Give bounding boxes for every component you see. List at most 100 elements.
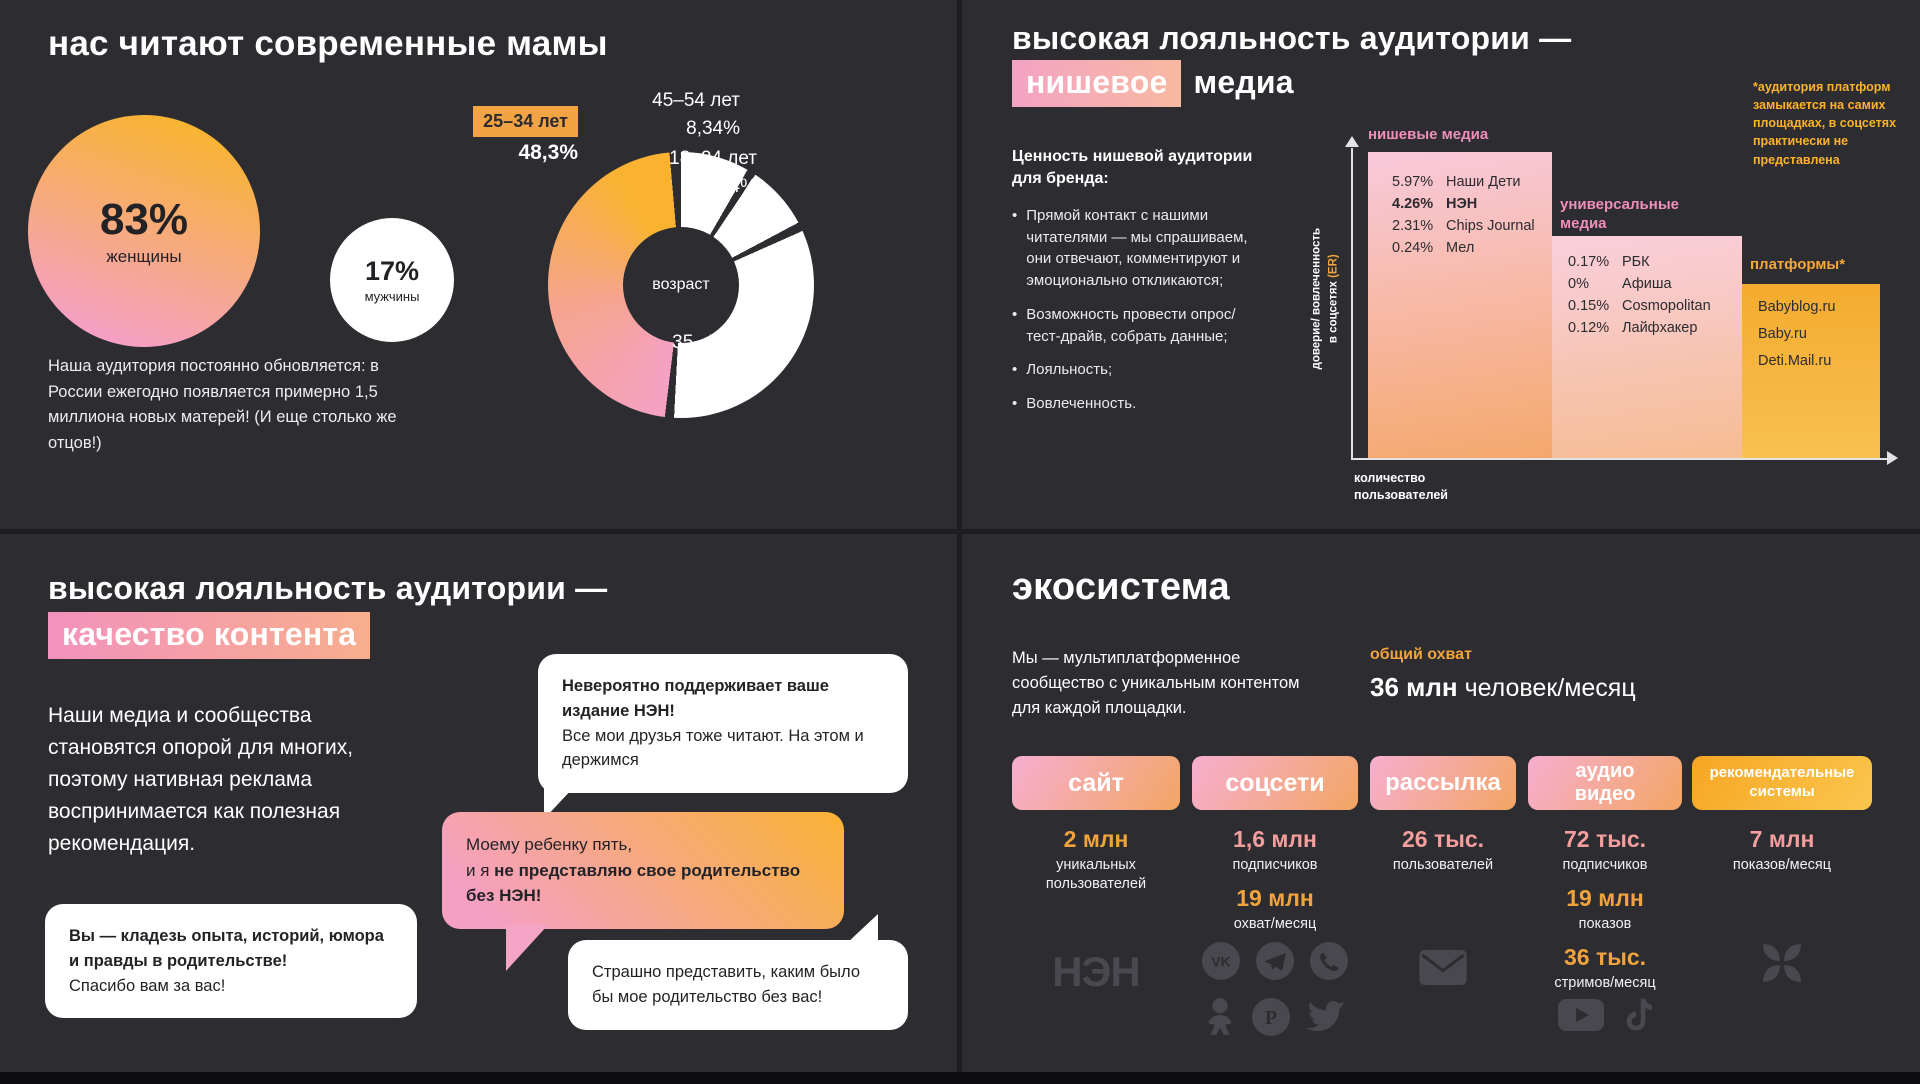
er-value: 0.12%: [1568, 320, 1610, 336]
platform-name: Deti.Mail.ru: [1758, 353, 1832, 369]
age-donut-chart: возраст: [548, 152, 814, 418]
ecosystem-title: экосистема: [1012, 566, 1230, 608]
bar-universal-media: 0.17% РБК 0% Афиша 0.15% Cosmopolitan 0.12%…: [1552, 236, 1742, 458]
er-value: 4.26%: [1392, 196, 1434, 212]
total-reach-block: общий охват 36 млн человек/месяц: [1370, 646, 1636, 703]
testimonial-bold: Невероятно поддерживает ваше издание НЭН…: [562, 677, 829, 720]
pinterest-icon: P: [1252, 998, 1290, 1041]
reach-value-line: 36 млн человек/месяц: [1370, 672, 1636, 703]
odnoklassniki-icon: [1204, 996, 1236, 1043]
donut-center-label: возраст: [652, 276, 710, 293]
testimonial-bubble-3: Вы — кладезь опыта, историй, юмора и пра…: [45, 904, 417, 1019]
testimonial-text: и я: [466, 860, 495, 880]
media-name: Chips Journal: [1446, 218, 1535, 234]
age-25-34-label: 25–34 лет: [473, 106, 578, 138]
age-18-24-value: 7,74%: [703, 175, 757, 197]
reach-unit: человек/месяц: [1464, 674, 1636, 702]
stat-desc: уникальных пользователей: [1045, 857, 1147, 892]
quality-paragraph: Наши медиа и сообщества становятся опоро…: [48, 704, 354, 855]
bullet-text: Возможность провести опрос/тест-драйв, с…: [1026, 305, 1236, 345]
niche-title-line2: нишевое медиа: [1012, 60, 1294, 107]
stat-value: 7 млн: [1749, 826, 1815, 852]
group-label-universal: универсальные медиа: [1560, 196, 1679, 232]
social-icons-row-1: VK: [1192, 942, 1358, 985]
bar-row: 0.17% РБК: [1568, 254, 1742, 270]
bar-row: 5.97% Наши Дети: [1392, 174, 1552, 190]
video-icons-row: [1528, 996, 1682, 1038]
platforms-footnote: *аудитория платформ замыкается на самих …: [1753, 80, 1897, 167]
women-percent: 83%: [99, 195, 189, 244]
testimonial-text: Страшно представить, каким было бы мое р…: [592, 963, 861, 1006]
donut-center: возраст: [623, 227, 739, 343]
vk-icon: VK: [1202, 942, 1240, 985]
er-value: 0%: [1568, 276, 1589, 292]
testimonial-bubble-2: Моему ребенку пять, и я не представляю с…: [442, 812, 844, 971]
channel-tab-newsletter: рассылка: [1370, 756, 1516, 810]
testimonial-text: Все мои друзья тоже читают. На этом и де…: [562, 726, 864, 770]
brand-value-heading: Ценность нишевой аудитории для бренда:: [1012, 148, 1253, 188]
channel-tab-site: сайт: [1012, 756, 1180, 810]
media-name: НЭН: [1446, 196, 1478, 212]
bullet-text: Прямой контакт с нашими читателями — мы …: [1026, 206, 1248, 290]
telegram-icon: [1256, 942, 1294, 985]
email-icon-row: [1370, 950, 1516, 990]
stat-value: 19 млн: [1236, 884, 1314, 911]
men-percent: 17%: [364, 256, 420, 286]
er-value: 2.31%: [1392, 218, 1434, 234]
stat-desc: подписчиков: [1232, 857, 1318, 873]
bubble-tail-icon: [846, 914, 878, 944]
bar-row: Babyblog.ru: [1758, 299, 1880, 315]
stat-desc: подписчиков: [1562, 857, 1648, 873]
stat-desc: пользователей: [1392, 857, 1494, 873]
women-share-circle: 83% женщины: [28, 115, 260, 347]
er-chart-y-label: доверие/ вовлеченность в соцсетях (ER): [1308, 174, 1341, 424]
testimonial-bubble-4: Страшно представить, каким было бы мое р…: [568, 914, 908, 1030]
brand-value-bullet: Возможность провести опрос/тест-драйв, с…: [1012, 304, 1264, 348]
stat-value: 1,6 млн: [1233, 826, 1317, 852]
bar-row: 2.31% Chips Journal: [1392, 218, 1552, 234]
section-niche-media: высокая лояльность аудитории — нишевое ме…: [962, 0, 1920, 529]
y-label-line2: в соцсетях: [1327, 281, 1339, 344]
stat-desc: показов: [1578, 915, 1632, 932]
stats-social: 1,6 млн подписчиков 19 млн охват/месяц: [1192, 826, 1358, 944]
bubble-tail-icon: [506, 924, 548, 971]
media-name: Афиша: [1622, 276, 1672, 292]
stat-value: 2 млн: [1063, 826, 1129, 852]
er-value: 0.24%: [1392, 240, 1434, 256]
channel-tab-recommenders: рекомендательные системы: [1692, 756, 1872, 810]
email-icon: [1419, 950, 1467, 990]
media-name: Cosmopolitan: [1622, 298, 1711, 314]
age-callout-35-44: 35–44 лет 23,5%: [630, 330, 760, 383]
social-icons-row-2: P: [1192, 996, 1358, 1043]
stats-recommenders: 7 млн показов/месяц: [1692, 826, 1872, 885]
men-share-circle: 17% мужчины: [330, 218, 454, 342]
men-label: мужчины: [364, 289, 420, 304]
media-name: РБК: [1622, 254, 1650, 270]
stat-value: 19 млн: [1566, 884, 1644, 911]
women-label: женщины: [106, 247, 182, 266]
twitter-icon: [1306, 1000, 1346, 1039]
quadrant-divider-vertical: [957, 0, 962, 1076]
tab-label: рекомендательные системы: [1709, 764, 1855, 800]
age-25-34-value: 48,3%: [518, 141, 578, 165]
zen-icon-row: [1692, 942, 1872, 989]
quality-title-highlight: качество контента: [48, 612, 371, 659]
x-axis-arrow-icon: [1887, 451, 1898, 465]
y-label-er: (ER): [1327, 254, 1339, 278]
bar-row: 0.15% Cosmopolitan: [1568, 298, 1742, 314]
channel-tab-audio-video: аудио видео: [1528, 756, 1682, 810]
section-content-quality: высокая лояльность аудитории — качество …: [0, 534, 958, 1076]
age-35-44-value: 23,5%: [706, 359, 760, 381]
age-callout-45-54: 45–54 лет 8,34%: [610, 88, 740, 141]
y-axis-arrow-icon: [1345, 136, 1359, 147]
bar-row: 0% Афиша: [1568, 276, 1742, 292]
er-value: 5.97%: [1392, 174, 1434, 190]
er-value: 0.17%: [1568, 254, 1610, 270]
testimonial-bubble-1: Невероятно поддерживает ваше издание НЭН…: [538, 654, 908, 819]
bullet-text: Лояльность;: [1026, 361, 1113, 379]
bar-niche-media: 5.97% Наши Дети 4.26% НЭН 2.31% Chips Journ…: [1368, 152, 1552, 458]
quadrant-divider-horizontal: [0, 529, 1920, 534]
niche-title-highlight: нишевое: [1012, 60, 1182, 107]
er-value: 0.15%: [1568, 298, 1610, 314]
